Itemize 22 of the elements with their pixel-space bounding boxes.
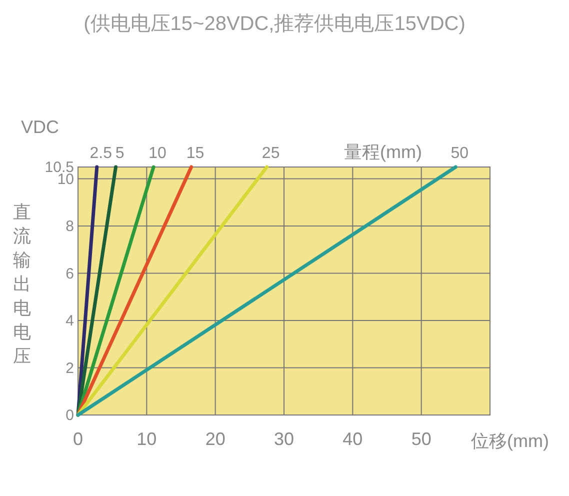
x-tick-label: 40 xyxy=(342,429,363,449)
y-tick-label: 8 xyxy=(66,218,74,236)
x-tick-label: 10 xyxy=(136,429,157,449)
series-label: 50 xyxy=(450,145,469,162)
x-axis-title: 位移(mm) xyxy=(471,431,549,451)
y-tick-label: 6 xyxy=(66,265,74,282)
text: VDC xyxy=(20,117,60,137)
x-tick-label: 50 xyxy=(411,429,432,449)
chart-title: (供电电压15~28VDC,推荐供电电压15VDC) xyxy=(84,13,466,35)
series-label: 5 xyxy=(115,145,124,162)
y-tick-label: 0 xyxy=(66,407,74,424)
y-tick-label: 4 xyxy=(66,312,74,330)
y-tick-label: 2 xyxy=(66,360,74,377)
series-label: 2.5 xyxy=(90,145,112,162)
y-axis-title: 直流输出电电压 xyxy=(13,202,31,366)
legend-title: 量程(mm) xyxy=(344,142,422,162)
series-label: 15 xyxy=(186,145,204,162)
y-tick-label: 10 xyxy=(57,170,74,188)
series-label: 10 xyxy=(148,145,167,162)
x-tick-label: 20 xyxy=(205,429,226,449)
x-tick-label: 30 xyxy=(274,429,294,449)
series-label: 25 xyxy=(262,145,280,162)
